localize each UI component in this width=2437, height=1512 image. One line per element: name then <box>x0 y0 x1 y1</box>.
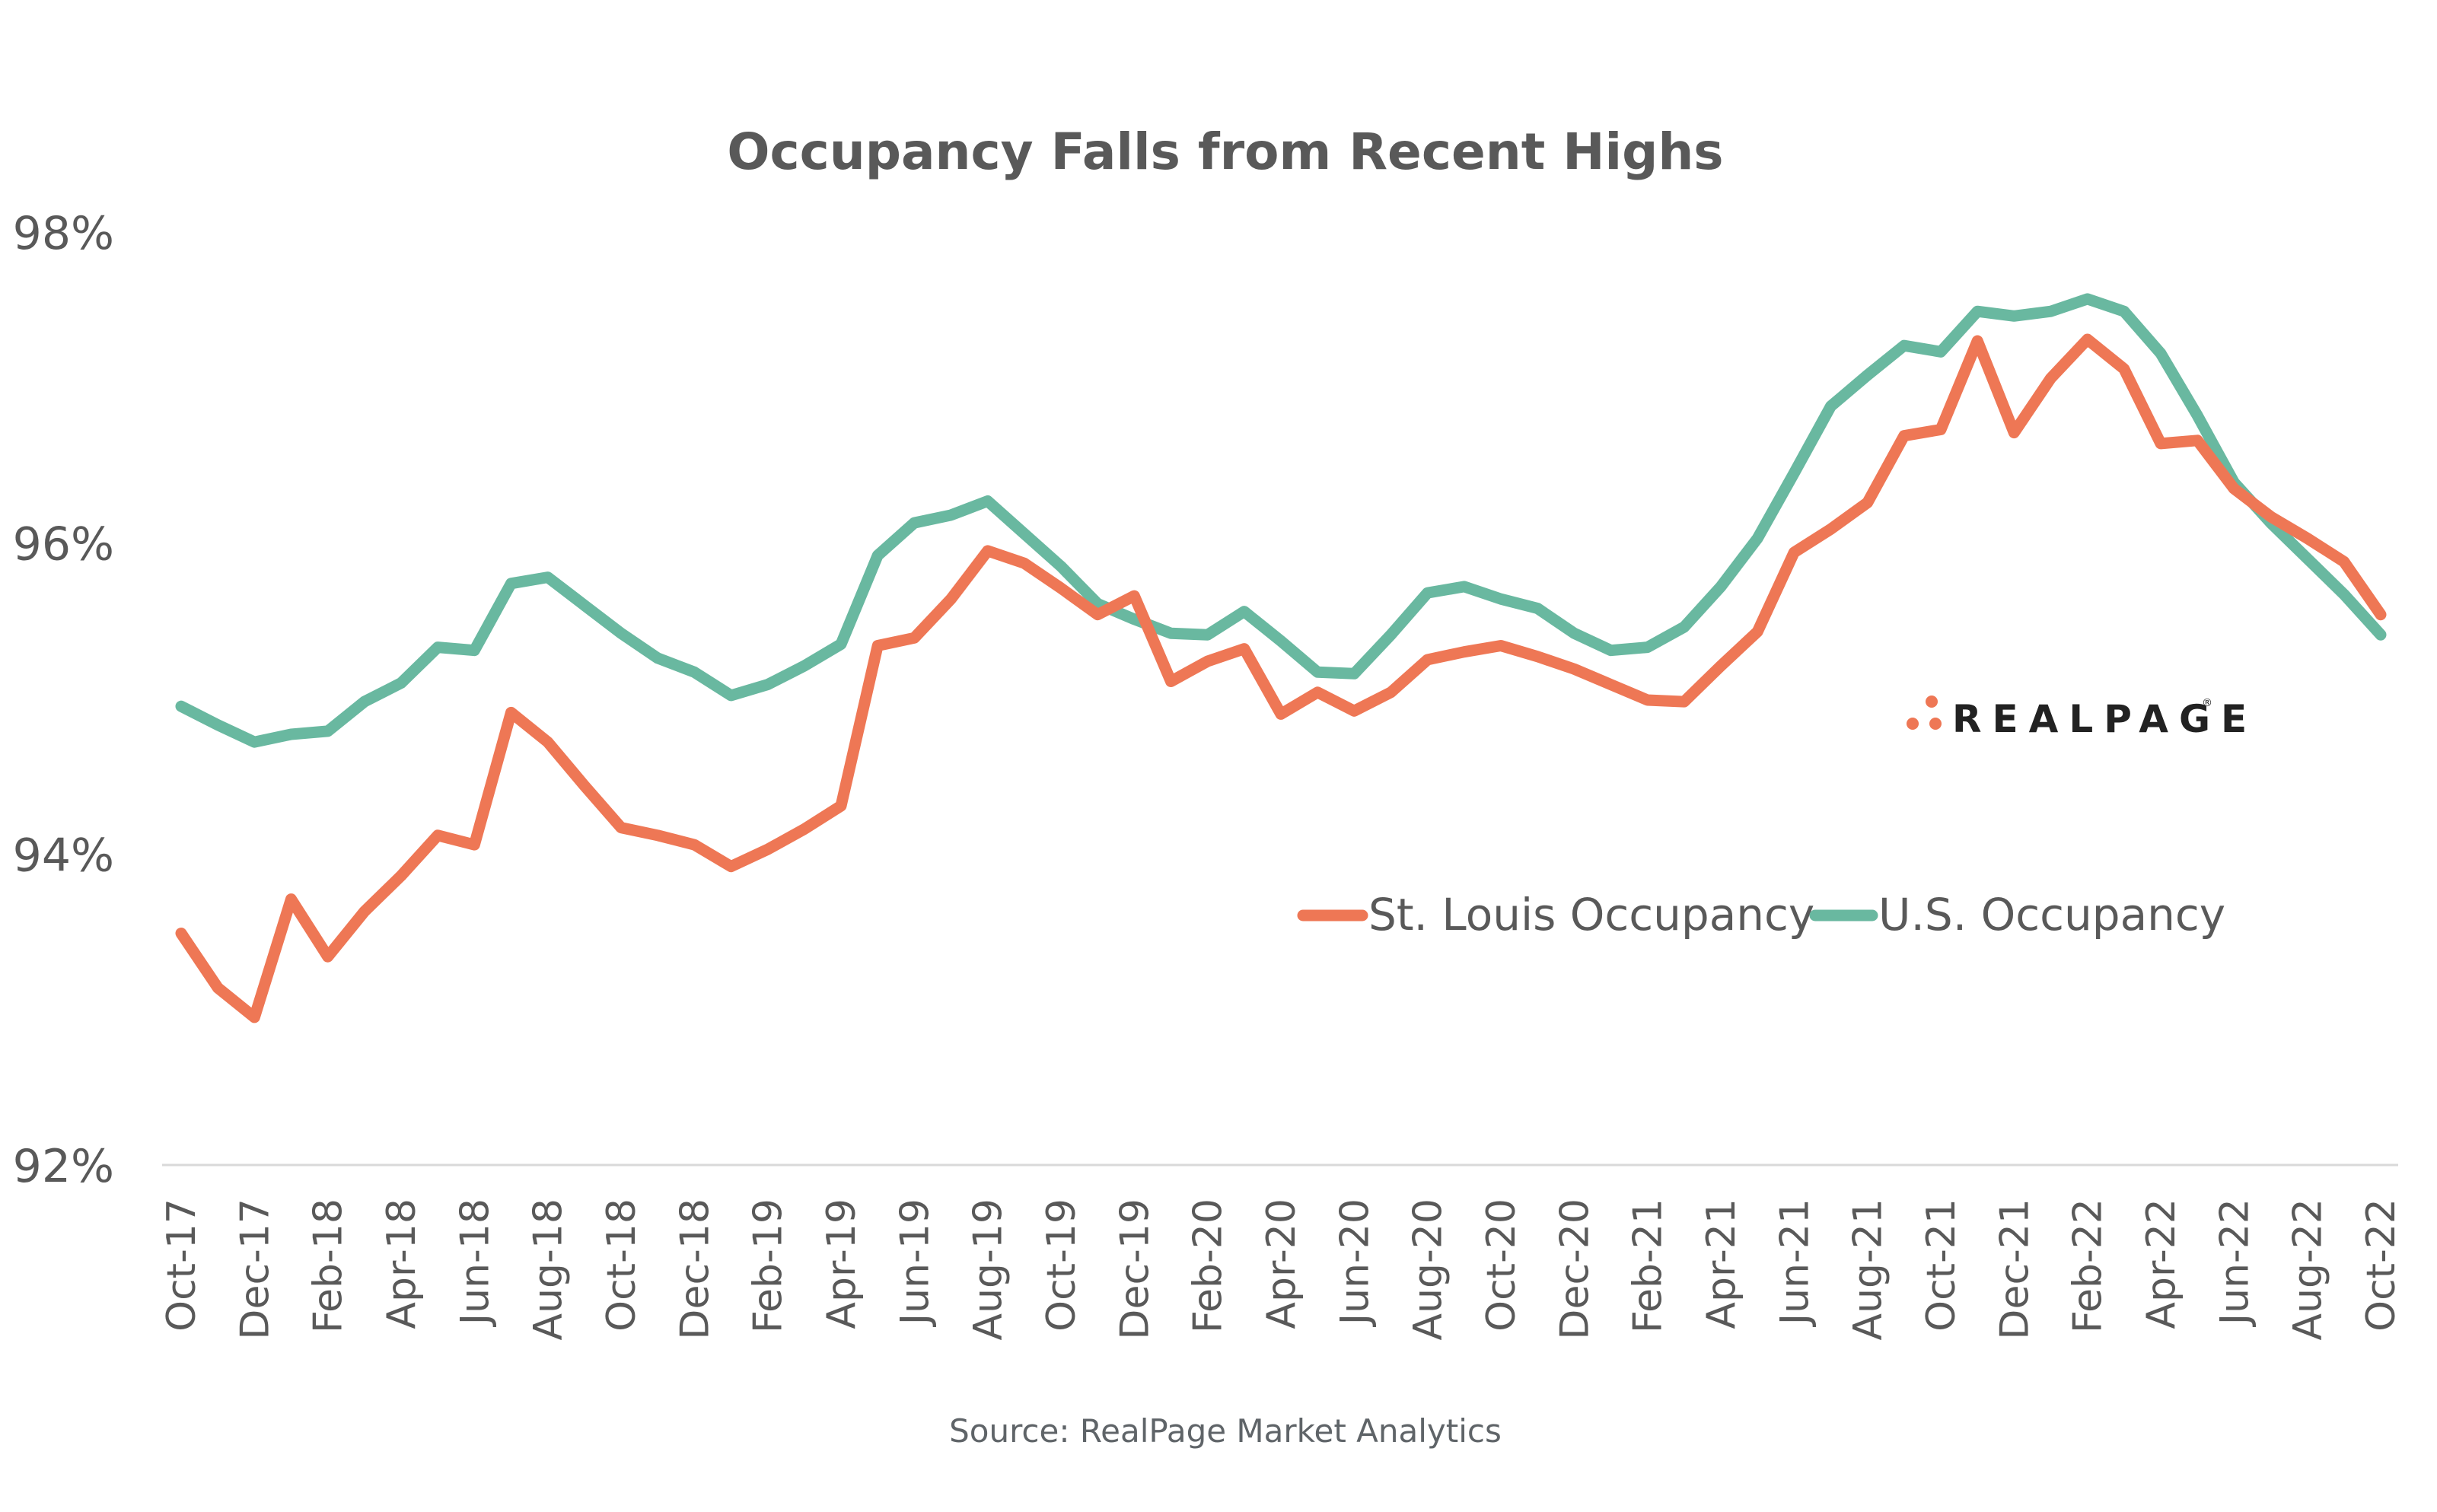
legend-label-st-louis: St. Louis Occupancy <box>1368 889 1814 941</box>
legend-item-st-louis: St. Louis Occupancy <box>1297 889 1814 941</box>
x-tick-label: Aug-18 <box>526 1198 572 1340</box>
x-tick-label: Dec-17 <box>232 1198 278 1340</box>
x-tick-label: Apr-18 <box>379 1198 425 1329</box>
logo-dot-top <box>1926 696 1938 708</box>
x-tick-label: Oct-19 <box>1039 1198 1085 1332</box>
chart-title: Occupancy Falls from Recent Highs <box>727 123 1723 181</box>
x-tick-label: Jun-22 <box>2212 1198 2257 1327</box>
legend-item-us: U.S. Occupancy <box>1809 889 2225 941</box>
x-tick-label: Dec-19 <box>1112 1198 1158 1340</box>
plot-area <box>175 293 2387 1023</box>
x-tick-label: Aug-21 <box>1846 1198 1891 1340</box>
y-axis: 92% 94% 96% 98% <box>13 207 114 1193</box>
x-tick-label: Feb-19 <box>746 1198 792 1333</box>
legend: St. Louis Occupancy U.S. Occupancy <box>1297 889 2225 941</box>
source-note: Source: RealPage Market Analytics <box>949 1412 1502 1450</box>
x-tick-label: Aug-19 <box>966 1198 1011 1340</box>
x-tick-label: Apr-21 <box>1699 1198 1744 1329</box>
x-tick-label: Apr-22 <box>2139 1198 2184 1329</box>
x-tick-label: Oct-18 <box>599 1198 645 1332</box>
logo-registered-mark: ® <box>2202 697 2212 709</box>
x-tick-label: Oct-22 <box>2359 1198 2404 1332</box>
x-tick-label: Feb-21 <box>1626 1198 1671 1333</box>
x-tick-label: Oct-21 <box>1919 1198 1964 1332</box>
x-tick-label: Aug-22 <box>2286 1198 2331 1340</box>
x-tick-label: Jun-20 <box>1332 1198 1378 1327</box>
x-tick-label: Jun-18 <box>452 1198 498 1327</box>
logo-dot-right <box>1929 718 1942 730</box>
logo-dot-left <box>1907 718 1919 730</box>
x-tick-label: Dec-18 <box>672 1198 718 1340</box>
x-tick-label: Feb-22 <box>2066 1198 2111 1333</box>
x-tick-label: Aug-20 <box>1406 1198 1451 1340</box>
x-tick-label: Dec-20 <box>1552 1198 1598 1340</box>
x-tick-label: Oct-17 <box>159 1198 205 1332</box>
x-tick-label: Jun-19 <box>892 1198 938 1327</box>
x-tick-label: Jun-21 <box>1772 1198 1817 1327</box>
x-tick-label: Feb-20 <box>1186 1198 1231 1333</box>
x-tick-label: Apr-19 <box>819 1198 865 1329</box>
x-tick-label: Apr-20 <box>1259 1198 1305 1329</box>
y-tick-label: 98% <box>13 207 114 260</box>
legend-label-us: U.S. Occupancy <box>1878 889 2225 941</box>
x-axis: Oct-17 Dec-17 Feb-18 Apr-18 Jun-18 Aug-18 Oct-… <box>159 1198 2404 1340</box>
y-tick-label: 92% <box>13 1140 114 1193</box>
x-tick-label: Feb-18 <box>306 1198 352 1333</box>
x-tick-label: Oct-20 <box>1479 1198 1524 1332</box>
y-tick-label: 96% <box>13 518 114 571</box>
series-line-st-louis <box>175 333 2387 1023</box>
realpage-logo: REALPAGE ® <box>1907 696 2257 741</box>
logo-wordmark: REALPAGE <box>1952 697 2257 741</box>
y-tick-label: 94% <box>13 829 114 882</box>
x-tick-label: Dec-21 <box>1992 1198 2037 1340</box>
series-line-us <box>175 293 2387 748</box>
